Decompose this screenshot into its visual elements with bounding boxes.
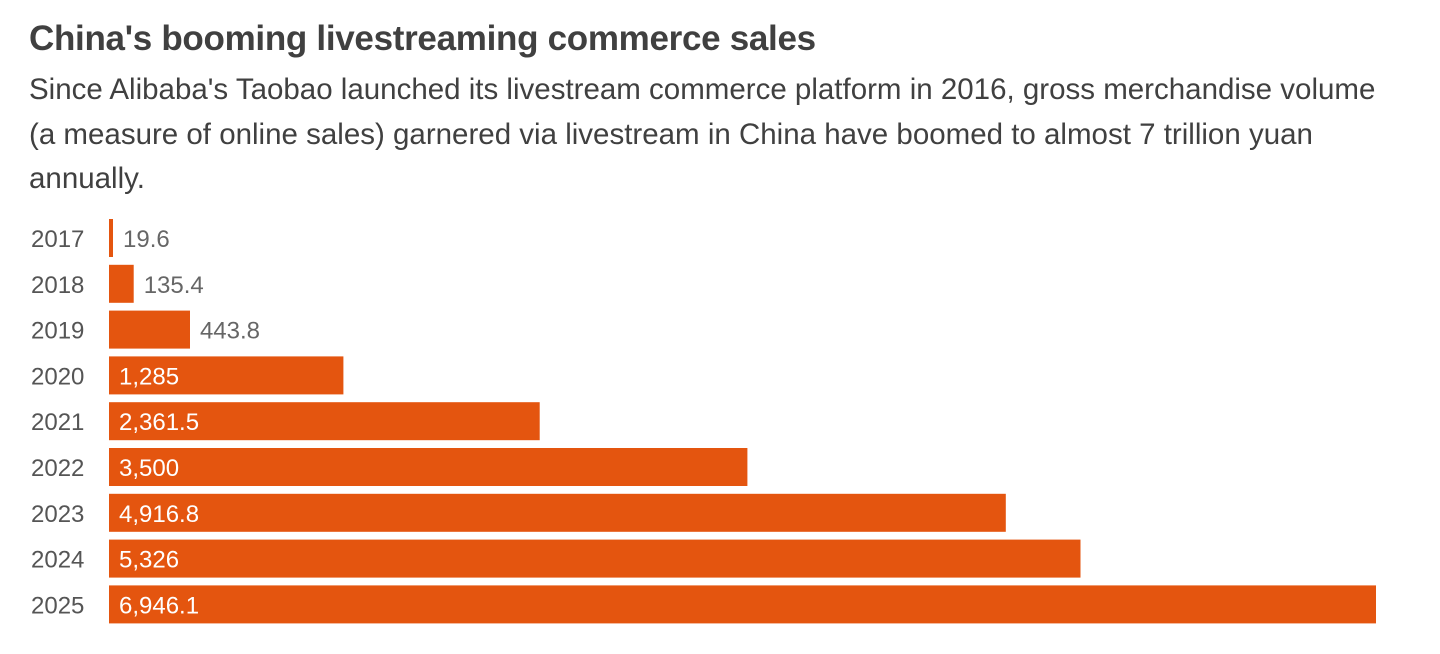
bar-2023 <box>109 493 1006 532</box>
year-label-2025: 2025 <box>31 592 84 619</box>
year-label-2023: 2023 <box>31 501 84 528</box>
bar-2018 <box>109 264 134 303</box>
year-label-2018: 2018 <box>31 272 84 299</box>
bar-2022 <box>109 448 748 486</box>
value-label-2018: 135.4 <box>144 272 204 299</box>
year-label-2021: 2021 <box>31 409 84 436</box>
value-label-2021: 2,361.5 <box>119 409 199 436</box>
bar-2019 <box>109 310 190 349</box>
bar-2017 <box>109 219 113 257</box>
value-label-2019: 443.8 <box>200 318 260 345</box>
value-label-2024: 5,326 <box>119 547 179 574</box>
chart-subtitle: Since Alibaba's Taobao launched its live… <box>29 73 1376 195</box>
bar-2021 <box>109 402 540 441</box>
chart-title: China's booming livestreaming commerce s… <box>29 19 816 58</box>
bar-2020 <box>109 356 344 395</box>
year-label-2020: 2020 <box>31 363 84 390</box>
value-label-2025: 6,946.1 <box>119 592 199 619</box>
value-label-2022: 3,500 <box>119 455 179 482</box>
year-label-2017: 2017 <box>31 226 84 253</box>
year-label-2022: 2022 <box>31 455 84 482</box>
value-label-2020: 1,285 <box>119 363 179 390</box>
bar-2024 <box>109 539 1081 578</box>
year-label-2024: 2024 <box>31 547 84 574</box>
value-label-2017: 19.6 <box>123 226 170 253</box>
value-label-2023: 4,916.8 <box>119 501 199 528</box>
year-label-2019: 2019 <box>31 318 84 345</box>
bar-2025 <box>109 585 1376 624</box>
